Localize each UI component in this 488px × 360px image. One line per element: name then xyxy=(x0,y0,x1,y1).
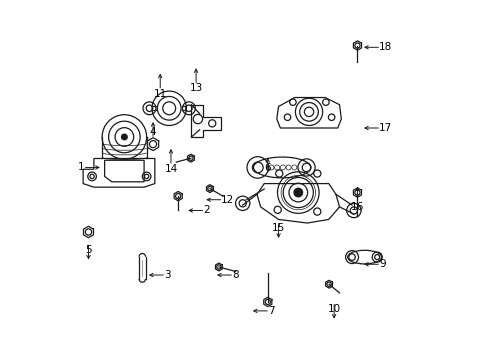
Text: 6: 6 xyxy=(264,163,270,173)
Text: 1: 1 xyxy=(78,162,85,172)
Text: 15: 15 xyxy=(271,223,285,233)
Circle shape xyxy=(293,188,302,197)
Text: 3: 3 xyxy=(163,270,170,280)
Text: 14: 14 xyxy=(164,164,177,174)
Text: 16: 16 xyxy=(350,202,364,212)
Text: 13: 13 xyxy=(189,83,203,93)
Text: 12: 12 xyxy=(221,195,234,205)
Text: 17: 17 xyxy=(378,123,391,133)
Text: 10: 10 xyxy=(327,304,340,314)
Circle shape xyxy=(121,134,127,140)
Text: 11: 11 xyxy=(153,89,166,99)
Text: 4: 4 xyxy=(149,127,156,137)
Text: 18: 18 xyxy=(378,42,391,52)
Text: 2: 2 xyxy=(203,206,209,216)
Text: 9: 9 xyxy=(378,259,385,269)
Text: 8: 8 xyxy=(231,270,238,280)
Text: 5: 5 xyxy=(85,244,92,255)
Text: 7: 7 xyxy=(267,306,274,316)
